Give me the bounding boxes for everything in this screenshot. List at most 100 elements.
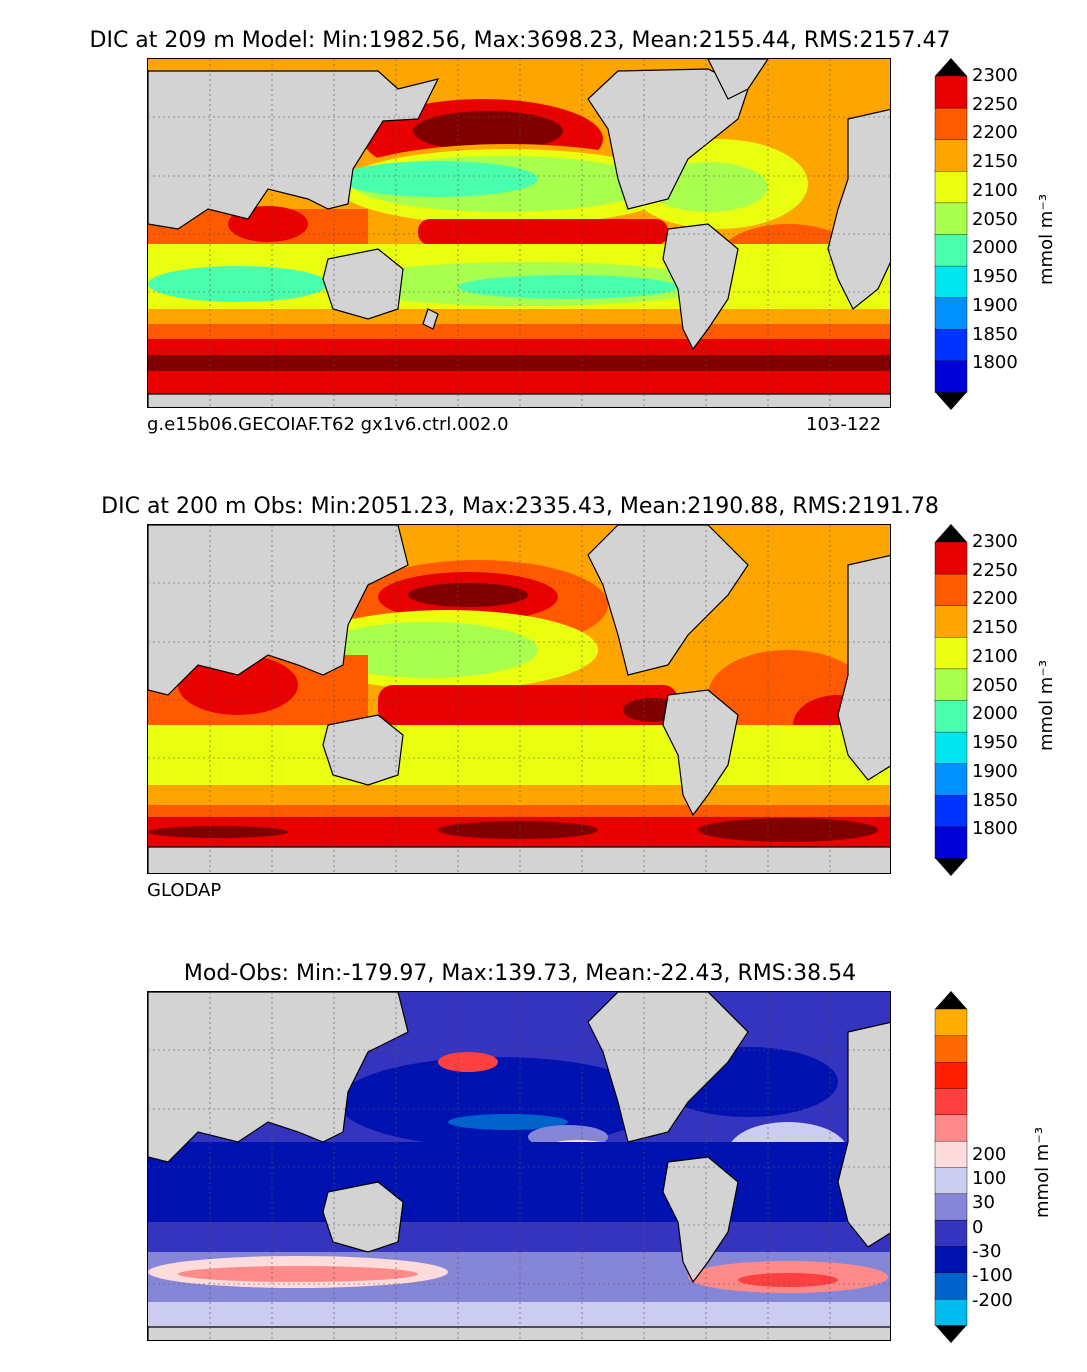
colorbar-tick-label: 1850 — [972, 789, 1018, 811]
colorbar-tick-label: 2050 — [972, 208, 1018, 230]
colorbar-tick-label: 200 — [972, 1143, 1007, 1165]
model-map — [147, 58, 891, 408]
colorbar-tick-label: 1900 — [972, 760, 1018, 782]
land — [148, 525, 890, 873]
diff-colorbar-unit: mmol m⁻³ — [1032, 1126, 1053, 1218]
colorbar-swatch — [934, 1140, 968, 1168]
colorbar-swatch — [934, 233, 968, 267]
colorbar-swatch — [934, 1114, 968, 1142]
colorbar-tick-label: -100 — [972, 1265, 1013, 1287]
obs-source-caption: GLODAP — [147, 880, 222, 901]
colorbar-swatch — [934, 1166, 968, 1195]
colorbar-swatch — [934, 604, 968, 638]
ocean-band — [148, 826, 288, 838]
land — [148, 59, 890, 407]
colorbar-tick-label: 100 — [972, 1168, 1007, 1190]
colorbar-extend-min — [935, 392, 967, 410]
colorbar-tick-label: 2100 — [972, 645, 1018, 667]
model-colorbar-unit: mmol m⁻³ — [1036, 193, 1057, 285]
colorbar-swatch — [934, 731, 968, 764]
ocean-band — [178, 1266, 418, 1282]
colorbar-swatch — [934, 1272, 968, 1300]
ocean-band — [698, 818, 878, 842]
obs-title: DIC at 200 m Obs: Min:2051.23, Max:2335.… — [101, 494, 939, 519]
colorbar-extend-min — [935, 1325, 967, 1343]
ocean-band — [338, 161, 538, 197]
colorbar-tick-label: 2250 — [972, 559, 1018, 581]
colorbar-tick-label: 2150 — [972, 151, 1018, 173]
colorbar-tick-label: 2200 — [972, 588, 1018, 610]
colorbar-tick-label: 2000 — [972, 237, 1018, 259]
ocean-band — [338, 1057, 658, 1147]
colorbar-tick-label: 0 — [972, 1216, 984, 1238]
diff-colorbar — [934, 991, 968, 1343]
colorbar-tick-label: 2100 — [972, 179, 1018, 201]
ocean-band — [378, 685, 678, 725]
colorbar-swatch — [934, 541, 968, 575]
model-run-caption: g.e15b06.GECOIAF.T62 gx1v6.ctrl.002.0 — [147, 414, 509, 435]
obs-map — [147, 524, 891, 874]
colorbar-extend-max — [935, 58, 967, 76]
colorbar-swatch — [934, 360, 968, 393]
obs-colorbar — [934, 524, 968, 876]
colorbar-tick-label: 2300 — [972, 65, 1018, 86]
colorbar-swatch — [934, 1193, 968, 1221]
obs-colorbar-unit: mmol m⁻³ — [1036, 659, 1057, 751]
colorbar-extend-max — [935, 991, 967, 1009]
colorbar-tick-label: 2000 — [972, 703, 1018, 725]
colorbar-swatch — [934, 668, 968, 701]
model-years-caption: 103-122 — [806, 414, 882, 435]
colorbar-swatch — [934, 1298, 968, 1326]
ocean-band — [148, 805, 890, 820]
graticule — [148, 525, 890, 873]
colorbar-tick-label: 2300 — [972, 531, 1018, 552]
colorbar-tick-label: 2200 — [972, 122, 1018, 144]
colorbar-swatch — [934, 794, 968, 828]
colorbar-swatch — [934, 1035, 968, 1063]
model-title: DIC at 209 m Model: Min:1982.56, Max:369… — [89, 28, 951, 53]
ocean-band — [738, 1273, 838, 1287]
colorbar-swatch — [934, 75, 968, 109]
colorbar-tick-label: 1900 — [972, 294, 1018, 316]
colorbar-swatch — [934, 699, 968, 733]
colorbar-tick-label: -30 — [972, 1241, 1002, 1263]
colorbar-tick-label: 1800 — [972, 818, 1018, 840]
colorbar-swatch — [934, 296, 968, 330]
ocean-band — [148, 725, 890, 785]
colorbar-tick-label: 2250 — [972, 93, 1018, 115]
colorbar-swatch — [934, 636, 968, 670]
colorbar-extend-min — [935, 858, 967, 876]
colorbar-tick-label: 1850 — [972, 323, 1018, 345]
colorbar-tick-label: 2150 — [972, 617, 1018, 639]
graticule — [148, 59, 890, 407]
model-colorbar — [934, 58, 968, 410]
ocean-band — [438, 1052, 498, 1072]
land — [148, 992, 890, 1340]
colorbar-tick-label: 1950 — [972, 732, 1018, 754]
colorbar-swatch — [934, 1061, 968, 1089]
colorbar-swatch — [934, 762, 968, 796]
colorbar-tick-label: 30 — [972, 1192, 995, 1214]
diff-map — [147, 991, 891, 1341]
colorbar-swatch — [934, 202, 968, 235]
colorbar-swatch — [934, 1219, 968, 1247]
graticule — [148, 992, 890, 1340]
ocean-band — [448, 1114, 568, 1130]
colorbar-tick-label: 2050 — [972, 674, 1018, 696]
ocean-band — [418, 219, 668, 245]
colorbar-swatch — [934, 107, 968, 140]
ocean-band — [413, 111, 563, 151]
colorbar-extend-max — [935, 524, 967, 542]
colorbar-tick-label: -200 — [972, 1289, 1013, 1311]
colorbar-swatch — [934, 265, 968, 298]
ocean-band — [148, 355, 890, 373]
diff-title: Mod-Obs: Min:-179.97, Max:139.73, Mean:-… — [183, 961, 857, 986]
colorbar-tick-label: 1950 — [972, 266, 1018, 288]
ocean-band — [458, 275, 678, 299]
ocean-band — [148, 266, 328, 302]
colorbar-swatch — [934, 1245, 968, 1274]
ocean-band — [438, 821, 598, 839]
colorbar-swatch — [934, 170, 968, 204]
colorbar-tick-label: 1800 — [972, 352, 1018, 374]
colorbar-swatch — [934, 826, 968, 859]
